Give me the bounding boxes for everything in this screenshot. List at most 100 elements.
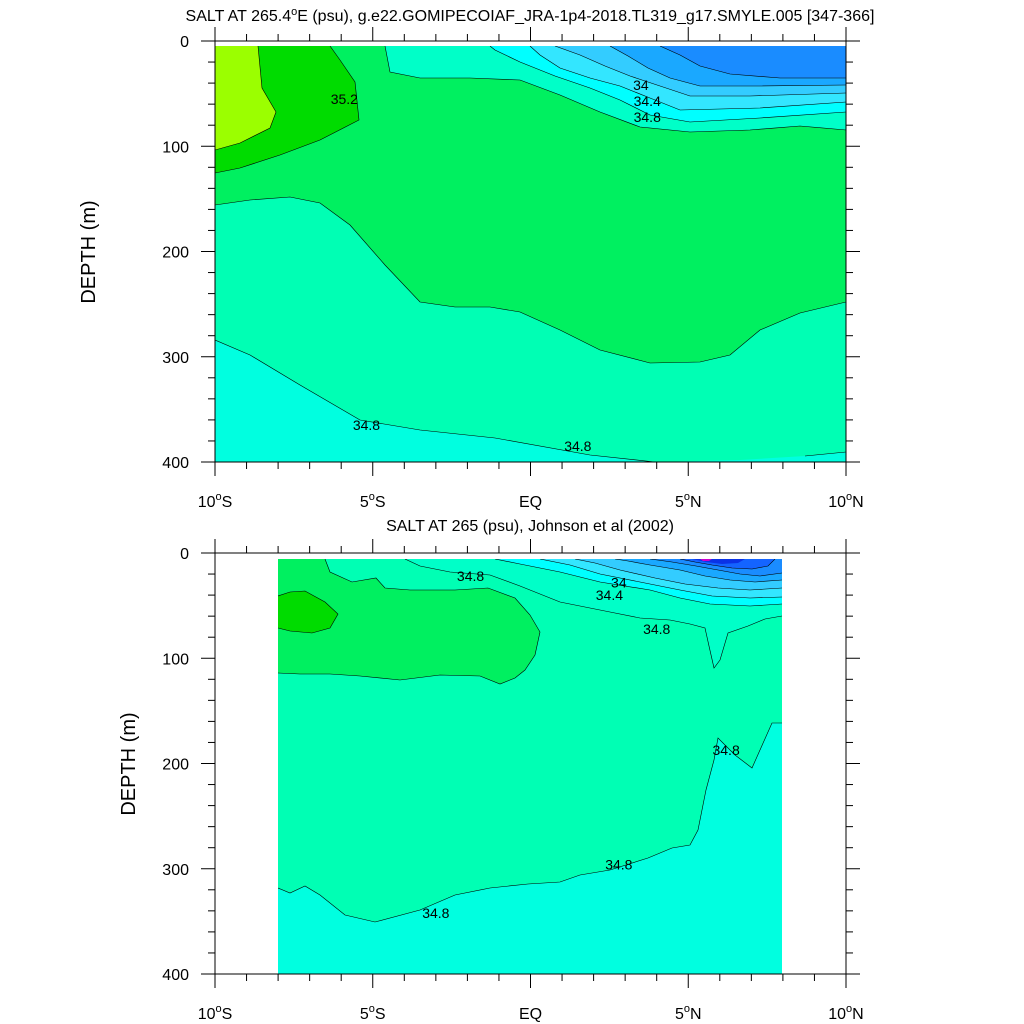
bottom-contour-line: [574, 559, 782, 591]
x-tick-number: EQ: [519, 1006, 542, 1023]
top-title: SALT AT 265.4oE (psu), g.e22.GOMIPECOIAF…: [186, 6, 875, 25]
x-tick-number: 5: [360, 494, 369, 511]
y-tick-label: 300: [162, 350, 189, 367]
bottom-x-ticks: 10oS 5oS EQ 5oN 10oN: [198, 539, 864, 1023]
y-tick-label: 400: [162, 967, 189, 984]
top-contour-line: [554, 46, 846, 97]
bottom-contour-line: [278, 722, 782, 923]
x-tick-degree: o: [216, 491, 222, 503]
top-contour-line: [215, 46, 360, 174]
x-tick-label: EQ: [519, 494, 542, 511]
x-tick-degree: o: [684, 1003, 690, 1015]
top-title-degree: o: [291, 6, 297, 18]
x-tick-label: 10oS: [198, 491, 233, 511]
x-tick-degree: o: [684, 491, 690, 503]
bottom-contour-line: [679, 559, 776, 570]
top-contour-line: [489, 46, 846, 123]
contour-label: 34.8: [564, 438, 591, 454]
x-tick-hemisphere: S: [222, 494, 233, 511]
bottom-title: SALT AT 265 (psu), Johnson et al (2002): [386, 518, 674, 535]
x-tick-number: 10: [198, 1006, 216, 1023]
bottom-fill-35.0-band: [278, 559, 540, 684]
x-tick-hemisphere: S: [375, 1006, 386, 1023]
x-tick-degree: o: [846, 1003, 852, 1015]
x-tick-number: 10: [198, 494, 216, 511]
y-tick-label: 100: [162, 139, 189, 156]
x-tick-label: 5oN: [675, 491, 702, 511]
x-tick-hemisphere: N: [690, 494, 702, 511]
bottom-panel: SALT AT 265 (psu), Johnson et al (2002): [118, 518, 864, 1023]
top-fill-35.4-band: [215, 46, 276, 150]
top-contour-line: [529, 46, 846, 111]
x-tick-hemisphere: S: [222, 1006, 233, 1023]
contour-label: 34.8: [605, 857, 632, 873]
x-tick-degree: o: [846, 491, 852, 503]
contour-label: 34.8: [353, 417, 380, 433]
bottom-contour-lines: [278, 559, 782, 923]
top-fill-fresh-33.6: [660, 46, 846, 78]
contour-label: 34.8: [712, 742, 739, 758]
x-tick-number: EQ: [519, 494, 542, 511]
x-tick-number: 5: [360, 1006, 369, 1023]
x-tick-label: EQ: [519, 1006, 542, 1023]
x-tick-label: 5oN: [675, 1003, 702, 1023]
bottom-fill-35.2-band: [278, 591, 338, 633]
bottom-contour-line: [649, 559, 782, 577]
contour-label: 34.8: [643, 621, 670, 637]
contour-label: 34.8: [457, 568, 484, 584]
top-contour-line: [215, 46, 277, 151]
x-tick-degree: o: [216, 1003, 222, 1015]
top-contour-line: [804, 451, 846, 457]
bottom-contour-line: [404, 559, 782, 669]
x-tick-label: 10oN: [828, 491, 863, 511]
top-y-ticks: 0 100 200 300 400: [162, 34, 860, 472]
top-panel: SALT AT 265.4oE (psu), g.e22.GOMIPECOIAF…: [78, 6, 874, 511]
contour-label: 35.2: [331, 91, 358, 107]
y-tick-label: 200: [162, 757, 189, 774]
y-tick-label: 200: [162, 245, 189, 262]
bottom-contour-line: [614, 559, 782, 583]
contour-label: 34: [633, 77, 649, 93]
contour-label: 34.8: [422, 905, 449, 921]
x-tick-degree: o: [369, 1003, 375, 1015]
bottom-contour-line: [494, 559, 782, 607]
y-tick-label: 400: [162, 455, 189, 472]
x-tick-hemisphere: N: [852, 1006, 864, 1023]
x-tick-hemisphere: N: [690, 1006, 702, 1023]
top-contour-line: [659, 46, 846, 79]
top-y-axis-label: DEPTH (m): [78, 200, 100, 303]
x-tick-number: 10: [828, 1006, 846, 1023]
x-tick-hemisphere: N: [852, 494, 864, 511]
bottom-fill-fresh-33.0: [700, 559, 712, 561]
contour-label: 34.8: [634, 109, 661, 125]
x-tick-label: 10oS: [198, 1003, 233, 1023]
contour-label: 34: [611, 574, 627, 590]
bottom-y-ticks: 0 100 200 300 400: [162, 546, 860, 984]
top-contour-line: [384, 46, 846, 133]
top-contour-line: [215, 339, 656, 462]
y-tick-label: 300: [162, 862, 189, 879]
y-tick-label: 0: [180, 34, 189, 51]
contour-label: 34.4: [634, 93, 661, 109]
y-tick-label: 0: [180, 546, 189, 563]
x-tick-hemisphere: S: [375, 494, 386, 511]
contour-label: 34.4: [596, 587, 623, 603]
y-tick-label: 100: [162, 651, 189, 668]
bottom-contour-line: [278, 590, 339, 634]
x-tick-number: 10: [828, 494, 846, 511]
top-title-suffix: E (psu), g.e22.GOMIPECOIAF_JRA-1p4-2018.…: [297, 8, 874, 25]
x-tick-degree: o: [369, 491, 375, 503]
bottom-contour-line: [539, 559, 782, 599]
top-contour-lines: [215, 46, 846, 462]
x-tick-number: 5: [675, 494, 684, 511]
bottom-y-axis-label: DEPTH (m): [118, 712, 140, 815]
x-tick-number: 5: [675, 1006, 684, 1023]
top-contour-line: [609, 46, 846, 87]
x-tick-label: 5oS: [360, 1003, 386, 1023]
top-x-ticks: 10oS 5oS EQ 5oN 10oN: [198, 27, 864, 511]
top-contour-line: [215, 196, 846, 364]
top-title-prefix: SALT AT 265.4: [186, 8, 292, 25]
